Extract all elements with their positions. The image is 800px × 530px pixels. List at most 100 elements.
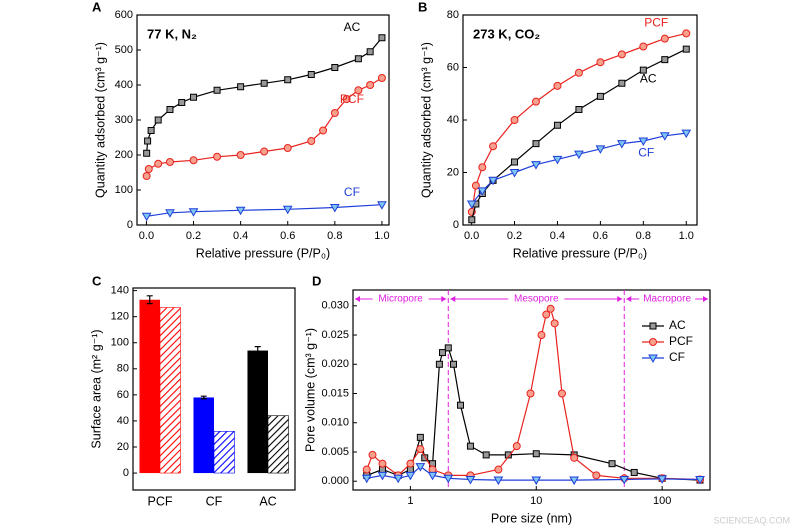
point	[511, 158, 519, 166]
y-tick-label: 20	[117, 441, 129, 453]
point	[657, 475, 668, 484]
x-axis-label: Relative pressure (P/P₀)	[196, 246, 330, 260]
point	[283, 144, 292, 152]
point	[510, 116, 519, 124]
point	[362, 465, 371, 474]
bar	[159, 307, 181, 474]
point	[406, 459, 415, 468]
point	[596, 58, 605, 67]
point	[526, 389, 535, 398]
x-tick-label: 0.8	[636, 230, 651, 242]
series-label: PCF	[340, 92, 364, 106]
legend-marker	[649, 322, 657, 330]
point	[284, 76, 292, 84]
y-tick-label: 20	[447, 166, 459, 178]
y-tick-label: 0.010	[321, 417, 349, 429]
x-tick-label: CF	[206, 494, 223, 508]
legend-marker	[648, 354, 658, 364]
x-tick-label: 0.0	[464, 230, 479, 242]
x-tick-label: 0.8	[327, 230, 342, 242]
point	[282, 205, 293, 215]
bar	[267, 415, 289, 474]
point	[550, 319, 559, 328]
point	[617, 140, 627, 149]
point	[569, 476, 580, 486]
point	[608, 460, 616, 468]
point	[537, 331, 546, 340]
region-label: Macropore	[643, 294, 691, 305]
y-tick-label: 0.015	[321, 387, 349, 399]
bar	[247, 350, 268, 474]
point	[596, 92, 604, 100]
plot-frame	[462, 14, 698, 226]
point	[141, 212, 152, 222]
point	[682, 45, 690, 53]
panel-label: B	[418, 0, 427, 14]
y-tick-label: 60	[117, 389, 129, 401]
y-tick-label: 40	[447, 114, 459, 126]
point	[366, 81, 375, 89]
point	[330, 109, 339, 117]
point	[466, 200, 477, 210]
x-tick-label: 0.2	[507, 230, 522, 242]
x-tick-label: 0.6	[593, 230, 608, 242]
error-bar	[254, 346, 261, 356]
point	[630, 468, 638, 476]
plot-frame	[132, 287, 296, 491]
point	[331, 64, 339, 71]
point	[415, 463, 426, 472]
point	[488, 176, 498, 186]
legend-label: PCF	[669, 334, 693, 348]
point	[319, 126, 328, 135]
point	[512, 442, 521, 451]
point	[557, 389, 566, 398]
series-label: CF	[344, 185, 360, 199]
point	[421, 454, 429, 462]
point	[595, 145, 606, 154]
watermark: SCIENCEAQ.COM	[713, 515, 790, 525]
point	[531, 161, 541, 170]
point	[188, 208, 199, 217]
point	[489, 142, 498, 151]
y-tick-label: 400	[115, 79, 133, 91]
x-tick-label: 100	[653, 495, 671, 507]
x-tick-label: 1.0	[374, 230, 389, 242]
point	[166, 106, 174, 113]
y-tick-label: 0.000	[321, 475, 349, 487]
x-tick-label: 10	[530, 495, 542, 507]
legend-marker	[649, 338, 657, 346]
point	[449, 360, 457, 368]
point	[695, 475, 705, 485]
y-axis-label: Quantity adsorbed (cm³ g⁻¹)	[419, 42, 433, 198]
point	[575, 106, 583, 113]
point	[552, 155, 563, 165]
series-line	[146, 77, 383, 177]
point	[165, 158, 174, 166]
panel-label: D	[312, 273, 321, 288]
point	[144, 137, 152, 145]
point	[416, 433, 424, 441]
point	[377, 201, 387, 210]
point	[393, 474, 404, 484]
point	[553, 121, 561, 129]
point	[443, 474, 454, 484]
x-tick-label: 1.0	[679, 230, 694, 242]
point	[617, 50, 626, 59]
x-tick-label: 1	[407, 495, 413, 507]
point	[237, 83, 245, 91]
point	[235, 206, 246, 216]
point	[465, 475, 476, 485]
point	[189, 156, 198, 165]
point	[190, 93, 198, 101]
point	[368, 450, 377, 459]
x-tick-label: 0.2	[186, 230, 201, 242]
point	[342, 95, 351, 103]
point	[681, 129, 692, 139]
point	[236, 151, 245, 159]
y-tick-label: 120	[111, 311, 129, 323]
point	[439, 349, 447, 357]
point	[260, 79, 268, 87]
y-tick-label: 0.025	[321, 329, 349, 341]
point	[619, 475, 630, 485]
